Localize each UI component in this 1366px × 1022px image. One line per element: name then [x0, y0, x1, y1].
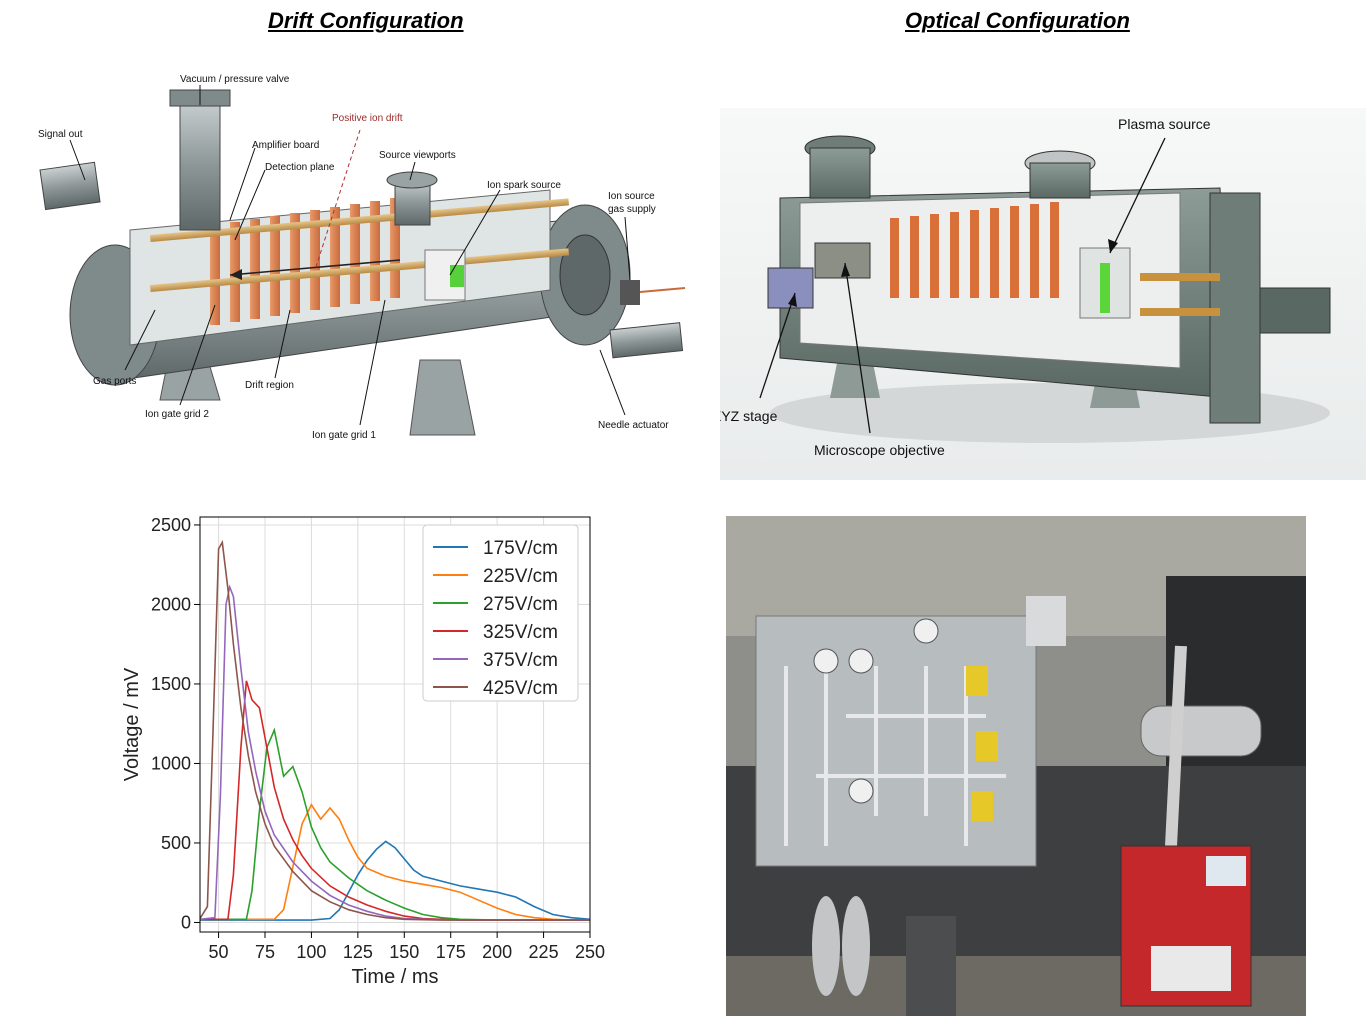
drift-rings: [890, 202, 1059, 298]
x-tick-label: 250: [575, 942, 605, 962]
label-needle-actuator: Needle actuator: [598, 420, 669, 431]
optical-configuration-diagram: Plasma source XYZ stage Microscope objec…: [712, 108, 1366, 480]
legend-entry: 325V/cm: [483, 622, 558, 643]
y-tick-label: 2000: [151, 594, 191, 614]
label-ion-spark-source: Ion spark source: [487, 180, 561, 191]
label-detection-plane: Detection plane: [265, 162, 335, 173]
legend-entry: 225V/cm: [483, 566, 558, 587]
signal-connector: [39, 161, 101, 211]
voltage-time-chart: 50 75 100 125 150 175 200 225 250 0 500 1000 1500 200…: [110, 505, 630, 1005]
label-positive-ion-drift: Positive ion drift: [332, 113, 403, 124]
label-ion-source-gas-supply-line2: gas supply: [608, 204, 656, 215]
vacuum-port: [179, 99, 221, 231]
drift-heading: Drift Configuration: [268, 8, 464, 33]
x-tick-label: 50: [209, 942, 229, 962]
x-tick-label: 75: [255, 942, 275, 962]
legend-entry: 275V/cm: [483, 594, 558, 615]
y-tick-label: 0: [181, 912, 191, 932]
drift-arrow: [229, 259, 401, 276]
series-line-175V/cm: [200, 840, 591, 921]
x-tick-label: 200: [482, 942, 512, 962]
legend-entry: 175V/cm: [483, 538, 558, 559]
laboratory-setup-photo: [726, 516, 1306, 1016]
x-tick-label: 100: [296, 942, 326, 962]
label-plasma-source: Plasma source: [1118, 116, 1211, 132]
drift-rings: [210, 198, 400, 325]
label-xyz-stage: XYZ stage: [720, 408, 778, 424]
label-drift-region: Drift region: [245, 380, 294, 391]
x-axis-label: Time / ms: [351, 966, 438, 988]
support-foot: [409, 359, 476, 436]
series-line-225V/cm: [200, 803, 590, 921]
series-line-375V/cm: [199, 584, 590, 921]
legend-box: [422, 524, 579, 702]
x-tick-label: 225: [529, 942, 559, 962]
label-signal-out: Signal out: [38, 129, 83, 140]
x-tick-label: 175: [436, 942, 466, 962]
x-tick-label: 150: [389, 942, 419, 962]
series-line-325V/cm: [200, 680, 590, 921]
y-axis-label: Voltage / mV: [121, 667, 143, 781]
y-tick-label: 1500: [151, 674, 191, 694]
legend-entry: 425V/cm: [483, 678, 558, 699]
series-line-275V/cm: [200, 727, 590, 921]
label-ion-gate-grid-2: Ion gate grid 2: [145, 409, 209, 420]
optical-heading: Optical Configuration: [905, 8, 1130, 33]
needle-actuator: [609, 322, 684, 359]
label-vacuum-valve: Vacuum / pressure valve: [180, 74, 290, 85]
legend-entry: 375V/cm: [483, 650, 558, 671]
y-tick-label: 2500: [151, 515, 191, 535]
label-ion-source-gas-supply: Ion source: [608, 191, 655, 202]
label-source-viewports: Source viewports: [379, 150, 456, 161]
plot-frame: [199, 516, 591, 933]
label-ion-gate-grid-1: Ion gate grid 1: [312, 430, 376, 441]
label-amplifier-board: Amplifier board: [252, 140, 319, 151]
support-rod: [149, 198, 570, 242]
label-microscope-objective: Microscope objective: [814, 442, 945, 458]
y-tick-label: 1000: [151, 753, 191, 773]
drift-configuration-diagram: Vacuum / pressure valve Positive ion dri…: [30, 60, 700, 460]
x-tick-label: 125: [343, 942, 373, 962]
label-gas-ports: Gas ports: [93, 376, 136, 387]
series-line-425V/cm: [199, 539, 590, 921]
y-tick-label: 500: [161, 833, 191, 853]
